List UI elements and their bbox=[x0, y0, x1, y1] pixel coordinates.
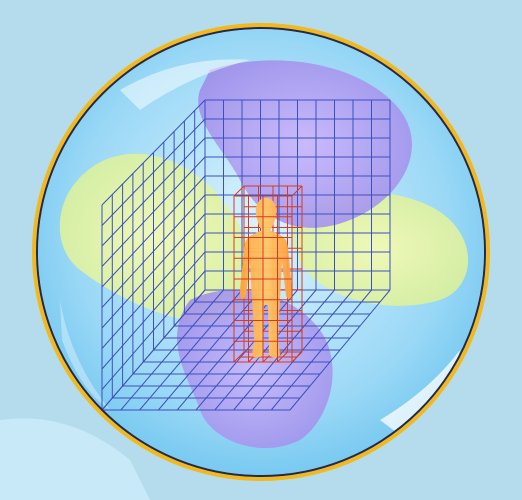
corner-glow bbox=[0, 418, 150, 500]
sphere-body bbox=[38, 29, 484, 475]
human-grid-box bbox=[233, 185, 303, 363]
sphere-highlight-left bbox=[60, 300, 110, 410]
human-box-edge bbox=[233, 185, 245, 197]
sphere-highlight-top bbox=[120, 59, 250, 110]
human-box-edge bbox=[291, 185, 303, 197]
grid-cube-icon bbox=[101, 99, 391, 411]
sphere-rim-outline bbox=[36, 27, 486, 477]
swirl-yellow-left bbox=[59, 153, 249, 322]
sphere-highlight-bottom bbox=[380, 350, 460, 435]
